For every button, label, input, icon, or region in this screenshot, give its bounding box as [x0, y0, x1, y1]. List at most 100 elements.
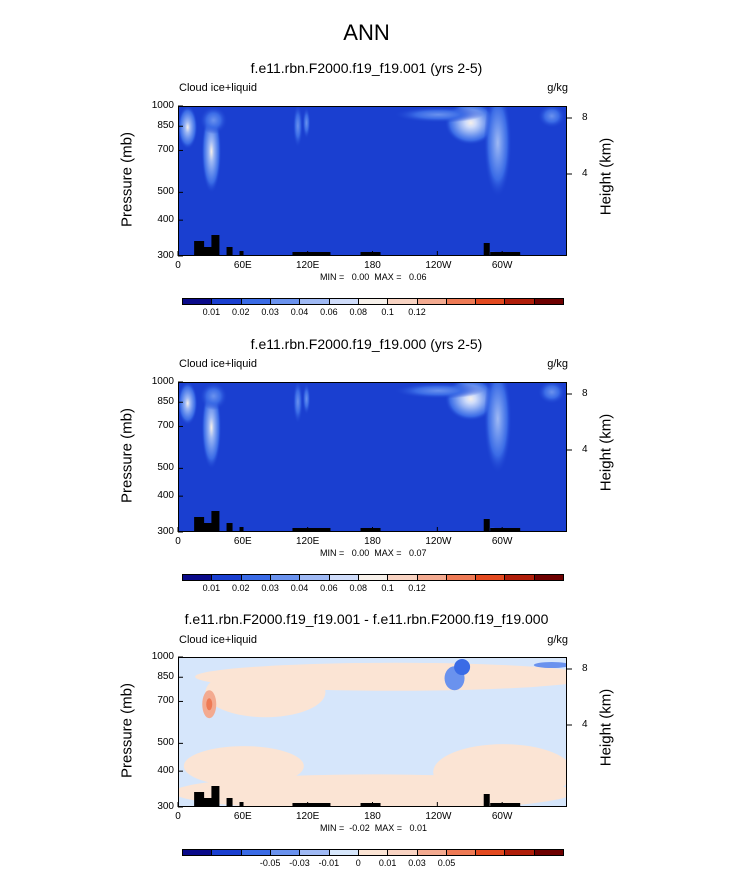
land-mask: [360, 803, 381, 806]
cloud-feature: [537, 383, 566, 405]
field-label: Cloud ice+liquid: [179, 358, 257, 370]
colorbar-label: 0.1: [381, 307, 394, 317]
colorbar-cell: [358, 299, 389, 304]
colorbar-label: 0.03: [408, 858, 426, 868]
y2-tick-label: 8: [582, 663, 588, 674]
land-mask: [211, 235, 220, 255]
colorbar-cell: [505, 575, 535, 580]
land-mask: [360, 528, 381, 531]
colorbar-cell: [300, 299, 330, 304]
y-tick-label: 850: [157, 396, 174, 408]
panel-title: f.e11.rbn.F2000.f19_f19.001 (yrs 2-5): [250, 60, 483, 76]
panel-3: f.e11.rbn.F2000.f19_f19.001 - f.e11.rbn.…: [0, 606, 733, 876]
colorbar-label: 0.12: [408, 307, 426, 317]
contour-field: [179, 107, 566, 255]
colorbar-label: 0.01: [202, 583, 221, 593]
units-label: g/kg: [547, 634, 568, 646]
colorbar-label: 0.1: [381, 583, 394, 593]
colorbar: [182, 849, 564, 856]
cloud-feature: [483, 383, 512, 474]
colorbar-cell: [270, 575, 301, 580]
land-mask: [490, 252, 521, 255]
min-max-label: MIN = -0.02 MAX = 0.01: [320, 823, 428, 833]
colorbar-label: 0.02: [232, 307, 250, 317]
colorbar-label: 0.06: [320, 307, 338, 317]
x-tick-label: 60E: [233, 811, 252, 822]
panel-title: f.e11.rbn.F2000.f19_f19.001 - f.e11.rbn.…: [184, 611, 549, 627]
colorbar-cell: [388, 575, 418, 580]
land-mask: [239, 802, 244, 806]
land-mask: [292, 803, 331, 806]
colorbar-cell: [388, 850, 418, 855]
land-mask: [360, 252, 381, 255]
difference-feature: [433, 744, 566, 801]
land-mask: [226, 798, 233, 806]
difference-feature: [183, 746, 304, 787]
colorbar-cell: [388, 299, 418, 304]
cloud-feature: [483, 107, 512, 198]
x-tick-label: 120W: [425, 260, 452, 271]
colorbar-cell: [358, 850, 389, 855]
colorbar-cell: [476, 299, 506, 304]
y-tick-label: 1000: [151, 376, 174, 387]
cloud-feature: [292, 107, 303, 148]
y-tick-label: 850: [157, 671, 174, 683]
y-tick-label: 700: [157, 695, 174, 707]
colorbar-cell: [212, 850, 242, 855]
land-mask: [211, 786, 220, 806]
colorbar-cell: [446, 850, 477, 855]
panel-title: f.e11.rbn.F2000.f19_f19.000 (yrs 2-5): [250, 336, 483, 352]
cloud-feature: [179, 383, 198, 426]
colorbar-cell: [183, 299, 213, 304]
colorbar-cell: [300, 575, 330, 580]
colorbar-label: 0.03: [261, 583, 279, 593]
land-mask: [194, 792, 205, 806]
colorbar-cell: [183, 850, 213, 855]
colorbar-label: 0.12: [408, 583, 426, 593]
x-tick-label: 60E: [233, 260, 252, 271]
colorbar: [182, 574, 564, 581]
figure-title: ANN: [343, 20, 390, 45]
land-mask: [211, 511, 220, 531]
land-mask: [200, 798, 215, 806]
colorbar-cell: [241, 575, 271, 580]
difference-feature: [205, 667, 326, 718]
colorbar-cell: [212, 575, 242, 580]
min-max-label: MIN = 0.00 MAX = 0.06: [320, 272, 427, 282]
y-tick-label: 1000: [151, 651, 174, 662]
colorbar-cell: [241, 299, 271, 304]
y-tick-label: 300: [157, 801, 174, 812]
x-tick-label: 0: [175, 536, 181, 547]
cloud-feature: [199, 383, 228, 411]
y-tick-label: 850: [157, 120, 174, 132]
x-tick-label: 60W: [491, 260, 513, 271]
land-mask: [490, 803, 521, 806]
colorbar-cell: [212, 299, 242, 304]
colorbar-cell: [446, 575, 477, 580]
colorbar-label: 0.08: [349, 307, 368, 317]
x-tick-label: 0: [175, 260, 181, 271]
units-label: g/kg: [547, 82, 568, 94]
land-mask: [226, 247, 233, 255]
colorbar-cell: [300, 850, 330, 855]
min-max-label: MIN = 0.00 MAX = 0.07: [320, 548, 427, 558]
colorbar-cell: [417, 850, 447, 855]
colorbar-cell: [446, 299, 477, 304]
colorbar-label: 0.08: [349, 583, 368, 593]
x-tick-label: 180: [364, 811, 381, 822]
colorbar-label: 0: [355, 858, 361, 868]
contour-field: [179, 383, 566, 531]
colorbar-cell: [534, 575, 564, 580]
y2-tick-label: 8: [582, 112, 588, 123]
contour-field: [179, 658, 566, 806]
colorbar-cell: [241, 850, 271, 855]
cloud-feature: [302, 383, 311, 415]
x-tick-label: 120W: [425, 536, 452, 547]
x-tick-label: 120E: [295, 536, 320, 547]
land-mask: [200, 523, 215, 531]
cloud-feature: [393, 383, 484, 399]
difference-feature: [454, 659, 471, 676]
colorbar: [182, 298, 564, 305]
